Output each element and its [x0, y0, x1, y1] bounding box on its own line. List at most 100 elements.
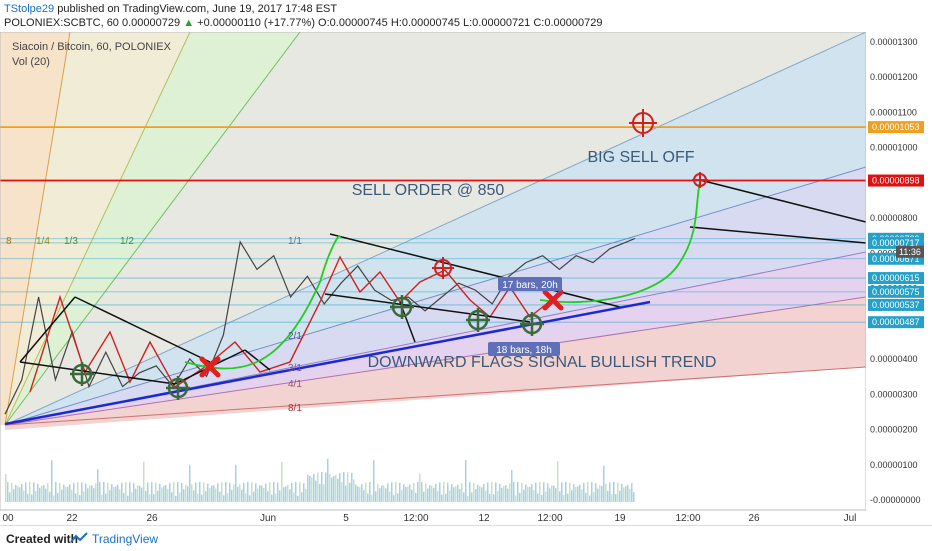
volume-bar	[631, 483, 633, 502]
volume-bar	[205, 491, 207, 502]
volume-bar	[329, 473, 331, 502]
volume-bar	[349, 482, 351, 502]
volume-bar	[553, 485, 555, 502]
volume-bar	[297, 495, 299, 502]
volume-bar	[281, 462, 283, 502]
volume-bar	[367, 493, 369, 502]
volume-bar	[625, 486, 627, 502]
volume-bar	[159, 483, 161, 502]
volume-bar	[531, 484, 533, 502]
x-tick-label: 00	[2, 513, 14, 524]
volume-bar	[433, 487, 435, 502]
bars-label: 18 bars, 18h	[496, 345, 552, 356]
volume-bar	[557, 461, 559, 502]
x-tick-label: 19	[614, 513, 626, 524]
time-axis[interactable]: 00 22 26 Jun 5 12:00 12 12:00 19 12:00 26 Jul	[2, 513, 856, 524]
tradingview-brand-link[interactable]: TradingView	[92, 532, 159, 546]
volume-bar	[351, 472, 353, 502]
volume-bar	[93, 488, 95, 502]
created-with-text: Created with	[6, 532, 79, 546]
volume-bar	[263, 487, 265, 502]
volume-bar	[503, 485, 505, 502]
volume-bar	[513, 482, 515, 502]
volume-bar	[379, 488, 381, 502]
volume-bar	[33, 482, 35, 502]
volume-bar	[515, 495, 517, 502]
y-tick-label: 0.00001300	[870, 37, 918, 47]
volume-bar	[181, 482, 183, 502]
volume-bar	[491, 482, 493, 502]
volume-bar	[99, 482, 101, 502]
volume-bar	[561, 482, 563, 502]
volume-bar	[89, 485, 91, 502]
sell-order-label: SELL ORDER @ 850	[352, 182, 505, 199]
volume-bar	[123, 492, 125, 502]
symbol-text: POLONIEX:SCBTC, 60	[4, 17, 119, 29]
price-chart[interactable]: 8 1/4 1/3 1/2 1/1 2/1 3/1 4/1 8/1 18 bars, 18h 1…	[0, 32, 932, 525]
volume-bar	[597, 488, 599, 502]
volume-bar	[373, 460, 375, 502]
volume-bar	[371, 494, 373, 502]
volume-bar	[321, 472, 323, 502]
y-tick-label: 0.00001100	[870, 107, 917, 117]
volume-bar	[149, 494, 151, 502]
volume-bar	[69, 484, 71, 502]
x-tick-label: 12:00	[537, 513, 562, 524]
volume-bar	[241, 489, 243, 502]
volume-bar	[189, 465, 191, 502]
volume-bar	[507, 488, 509, 502]
bars-label-box-2	[498, 277, 562, 291]
volume-bar	[113, 487, 115, 502]
bottom-target-markers	[70, 295, 544, 400]
volume-bar	[455, 486, 457, 502]
volume-bar	[505, 485, 507, 502]
volume-bar	[161, 487, 163, 502]
x-tick-label: 12:00	[403, 513, 428, 524]
volume-bar	[465, 460, 467, 502]
volume-bar	[319, 484, 321, 502]
footer: Created with TradingView	[0, 525, 932, 551]
author-link[interactable]: TStolpe29	[4, 3, 55, 15]
volume-bar	[31, 494, 33, 502]
volume-bar	[117, 484, 119, 502]
level-price-label: 0.00000898	[872, 176, 920, 186]
level-price-label: 0.00000487	[872, 317, 920, 327]
flag-lines	[19, 179, 866, 385]
volume-bar	[231, 489, 233, 502]
forecast-path	[184, 181, 701, 370]
x-tick-label: Jul	[844, 513, 857, 524]
volume-bar	[13, 489, 15, 502]
volume-bar	[103, 482, 105, 502]
volume-bar	[519, 492, 521, 502]
y-tick-label: -0.00000000	[870, 495, 921, 505]
volume-bar	[547, 483, 549, 502]
price-axis[interactable]: 0.00001300 0.00001200 0.00001100 0.00001000…	[866, 32, 932, 510]
volume-bar	[425, 483, 427, 502]
bars-label-box	[488, 342, 560, 356]
volume-bar	[333, 475, 335, 502]
volume-bar	[399, 482, 401, 502]
volume-bar	[275, 493, 277, 502]
volume-bar	[23, 490, 25, 502]
level-price-tag	[868, 252, 924, 265]
volume-bar	[259, 485, 261, 502]
x-tick-label: 12	[478, 513, 490, 524]
volume-bar	[187, 486, 189, 502]
volume-bar	[335, 475, 337, 502]
bars-label-2: 17 bars, 20h	[502, 280, 558, 291]
volume-bar	[219, 491, 221, 502]
volume-bar	[585, 492, 587, 502]
volume-bar	[483, 483, 485, 502]
volume-bar	[127, 495, 129, 502]
volume-bar	[105, 493, 107, 502]
volume-bar	[521, 482, 523, 502]
volume-bar	[469, 482, 471, 502]
fan-sector-8x	[0, 32, 70, 425]
volume-bar	[77, 482, 79, 502]
y-tick-label: 0.00001000	[870, 143, 918, 153]
volume-bar	[615, 494, 617, 502]
volume-bar	[195, 482, 197, 502]
volume-bar	[323, 484, 325, 502]
volume-bar	[415, 492, 417, 502]
volume-bar	[461, 483, 463, 502]
